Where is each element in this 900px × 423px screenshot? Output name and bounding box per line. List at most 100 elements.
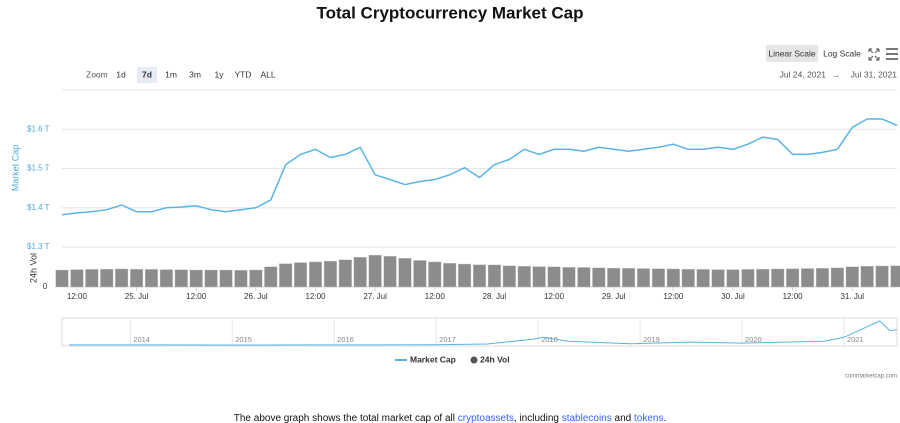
x-tick-label: 12:00 xyxy=(305,292,326,301)
fullscreen-icon[interactable] xyxy=(868,48,880,61)
volume-bar xyxy=(786,268,800,288)
volume-bar xyxy=(607,267,621,288)
x-tick-label: 25. Jul xyxy=(125,292,149,301)
volume-bar xyxy=(502,265,516,288)
legend-label[interactable]: Market Cap xyxy=(410,354,456,364)
volume-bar xyxy=(890,265,900,288)
y-tick-label: $1.4 T xyxy=(27,203,50,212)
volume-bar xyxy=(428,261,442,288)
volume-bar xyxy=(517,265,531,288)
y-tick-label: $1.3 T xyxy=(27,242,50,251)
volume-bar xyxy=(666,268,680,288)
navigator-tick-label: 2021 xyxy=(847,335,864,344)
volume-bar xyxy=(487,264,501,288)
x-tick-label: 27. Jul xyxy=(363,292,387,301)
zoom-button[interactable]: 1m xyxy=(165,69,177,79)
y2-tick-label: 0 xyxy=(43,282,48,291)
volume-bar xyxy=(368,254,382,288)
volume-bar xyxy=(100,268,114,288)
x-tick-label: 30. Jul xyxy=(721,292,745,301)
selected-scale-background xyxy=(766,45,818,62)
description: The above graph shows the total market c… xyxy=(234,413,667,423)
navigator-tick-label: 2020 xyxy=(745,335,762,344)
x-tick-label: 12:00 xyxy=(783,292,804,301)
volume-bar xyxy=(458,263,472,288)
volume-bar xyxy=(159,269,173,288)
volume-bar xyxy=(189,269,203,288)
volume-bar xyxy=(741,269,755,288)
x-tick-label: 28. Jul xyxy=(483,292,507,301)
x-tick-label: 12:00 xyxy=(186,292,207,301)
scale-button[interactable]: Log Scale xyxy=(823,48,861,58)
volume-bar xyxy=(115,268,129,288)
description-text: , including xyxy=(514,413,562,423)
volume-bar xyxy=(860,265,874,288)
volume-bar xyxy=(234,270,248,288)
navigator-tick-label: 2015 xyxy=(235,335,252,344)
volume-bar xyxy=(696,269,710,288)
y2-axis-title: 24h Vol xyxy=(28,253,38,283)
volume-bar xyxy=(771,268,785,288)
volume-bar xyxy=(264,266,278,288)
navigator-tick-label: 2018 xyxy=(541,335,558,344)
volume-bar xyxy=(532,266,546,288)
volume-bar xyxy=(443,263,457,288)
range-end[interactable]: Jul 31, 2021 xyxy=(851,69,898,79)
navigator-tick-label: 2016 xyxy=(337,335,354,344)
navigator-tick-label: 2014 xyxy=(133,335,150,344)
zoom-button[interactable]: 1d xyxy=(116,69,126,79)
volume-bar xyxy=(830,267,844,288)
volume-bar xyxy=(472,264,487,288)
navigator-line xyxy=(69,320,898,346)
y-tick-label: $1.5 T xyxy=(27,164,50,173)
volume-bar xyxy=(622,268,636,288)
x-tick-label: 12:00 xyxy=(425,292,446,301)
scale-button[interactable]: Linear Scale xyxy=(768,48,816,58)
navigator-tick-label: 2017 xyxy=(439,335,456,344)
description-text: and xyxy=(612,413,634,423)
volume-bar xyxy=(845,266,859,288)
navigator-frame[interactable] xyxy=(61,317,898,347)
volume-bar xyxy=(219,269,233,288)
zoom-label: Zoom xyxy=(86,69,108,79)
legend-circle-icon xyxy=(470,356,478,364)
zoom-button[interactable]: ALL xyxy=(260,69,275,79)
description-link[interactable]: stablecoins xyxy=(562,413,612,423)
volume-bar xyxy=(55,269,69,288)
volume-bar xyxy=(204,269,218,288)
volume-bar xyxy=(711,269,725,288)
x-tick-label: 12:00 xyxy=(663,292,684,301)
volume-bar xyxy=(323,260,337,288)
zoom-button[interactable]: 3m xyxy=(189,69,201,79)
x-tick-label: 12:00 xyxy=(544,292,565,301)
zoom-button[interactable]: 1y xyxy=(215,69,225,79)
volume-bar xyxy=(800,268,815,288)
volume-bar xyxy=(70,269,84,288)
volume-bar xyxy=(144,269,159,288)
volume-bar xyxy=(308,261,323,288)
volume-bar xyxy=(651,268,665,288)
volume-bar xyxy=(756,268,770,288)
x-tick-label: 31. Jul xyxy=(840,292,864,301)
x-tick-label: 12:00 xyxy=(67,292,88,301)
volume-bar xyxy=(294,262,308,288)
description-link[interactable]: tokens xyxy=(634,413,663,423)
y-axis-title: Market Cap xyxy=(10,145,20,192)
volume-bar xyxy=(875,265,889,288)
description-link[interactable]: cryptoassets xyxy=(458,413,514,423)
chart-title: Total Cryptocurrency Market Cap xyxy=(316,3,583,22)
volume-bar xyxy=(398,258,412,288)
legend-label[interactable]: 24h Vol xyxy=(480,354,510,364)
volume-bar xyxy=(279,263,293,288)
range-start[interactable]: Jul 24, 2021 xyxy=(780,69,827,79)
zoom-button[interactable]: YTD xyxy=(235,69,252,79)
y-tick-label: $1.6 T xyxy=(27,124,50,133)
x-tick-label: 29. Jul xyxy=(602,292,626,301)
market-cap-line xyxy=(61,118,898,216)
volume-bar xyxy=(592,267,606,288)
menu-icon[interactable] xyxy=(886,48,898,60)
zoom-selected-background xyxy=(137,67,157,83)
zoom-button[interactable]: 7d xyxy=(142,69,152,79)
volume-bar xyxy=(174,269,188,288)
